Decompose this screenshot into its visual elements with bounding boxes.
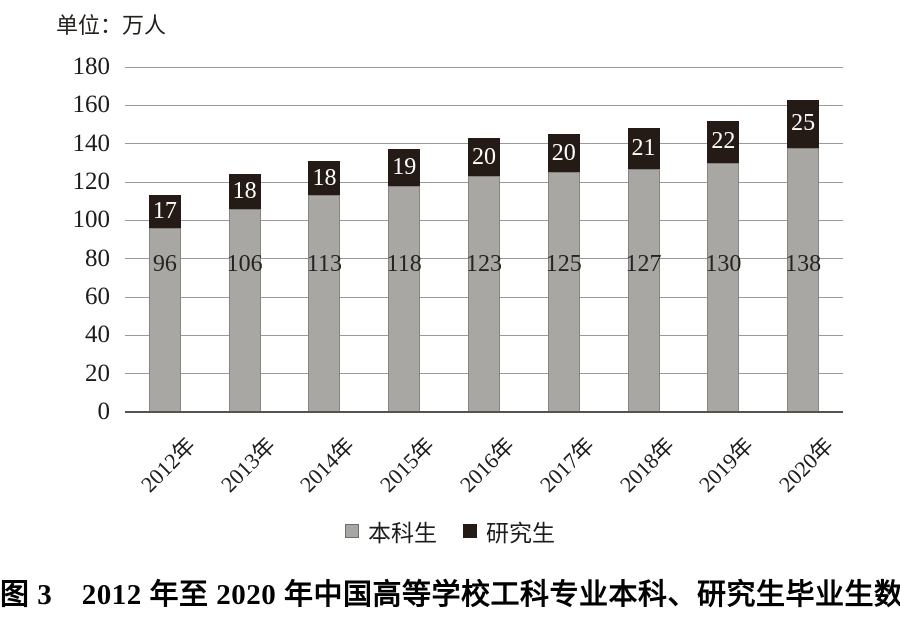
legend-item-grad: 研究生 (463, 514, 555, 548)
bar-value-grad: 20 (551, 139, 576, 166)
y-tick-label: 100 (72, 206, 111, 234)
legend-label-undergrad: 本科生 (368, 521, 437, 546)
bar-value-grad: 18 (232, 178, 257, 205)
y-tick-label: 140 (72, 129, 111, 157)
bar-segment-undergrad: 106 (226, 208, 263, 412)
legend-item-undergrad: 本科生 (345, 514, 437, 548)
legend-label-grad: 研究生 (486, 521, 555, 546)
bar-segment-undergrad: 123 (466, 176, 502, 412)
bar-value-undergrad: 118 (386, 251, 422, 277)
bar-value-grad: 17 (152, 198, 177, 225)
bar-segment-grad: 17 (148, 195, 181, 228)
bar-value-undergrad: 130 (705, 251, 742, 277)
bar-segment-grad: 20 (547, 134, 580, 173)
bar-segment-grad: 19 (388, 149, 421, 186)
gridline (125, 104, 843, 106)
legend-swatch-grad-icon (463, 524, 477, 538)
bar-value-undergrad: 123 (466, 251, 502, 277)
y-tick-label: 20 (85, 359, 110, 387)
x-tick-label: 2019年 (694, 432, 759, 497)
bar-segment-undergrad: 138 (785, 147, 822, 412)
y-tick-label: 80 (85, 244, 110, 272)
bar-segment-undergrad: 127 (625, 168, 662, 412)
bar-segment-undergrad: 96 (148, 228, 181, 412)
y-tick-label: 180 (72, 53, 111, 80)
legend: 本科生 研究生 (0, 514, 900, 548)
x-tick-label: 2013年 (215, 432, 280, 497)
bar-value-grad: 18 (312, 164, 337, 191)
unit-label: 单位：万人 (56, 13, 167, 38)
bar-value-grad: 19 (392, 154, 417, 181)
bar-segment-undergrad: 118 (386, 185, 422, 412)
bar-segment-grad: 18 (228, 174, 261, 209)
x-axis-line (125, 411, 843, 413)
y-tick-label: 160 (72, 91, 111, 119)
x-tick-label: 2012年 (135, 432, 201, 497)
y-tick-label: 0 (97, 398, 111, 425)
y-tick-label: 120 (72, 168, 111, 195)
legend-swatch-undergrad-icon (345, 524, 359, 538)
bar-value-grad: 25 (791, 110, 816, 137)
x-tick-label: 2014年 (295, 432, 360, 497)
bar-segment-undergrad: 125 (545, 172, 582, 412)
bar-value-grad: 22 (711, 128, 736, 155)
bar-value-undergrad: 125 (545, 251, 582, 277)
bar-segment-grad: 25 (787, 99, 820, 148)
bar-value-undergrad: 127 (625, 251, 662, 277)
plot-area: 0 20 40 60 80 100 120 140 160 180 96 17 2012年 106 18 20… (73, 54, 843, 497)
gridline (125, 66, 843, 68)
x-tick-label: 2016年 (454, 432, 520, 497)
bar-value-undergrad: 113 (306, 251, 342, 277)
bar-segment-undergrad: 113 (306, 195, 342, 412)
bar-value-grad: 20 (472, 143, 496, 170)
bar-value-undergrad: 106 (226, 251, 263, 277)
bar-segment-grad: 20 (468, 137, 500, 177)
x-tick-label: 2018年 (614, 432, 679, 497)
y-tick-label: 60 (85, 283, 110, 310)
x-tick-label: 2020年 (773, 432, 839, 497)
bar-value-grad: 21 (631, 134, 656, 161)
y-tick-label: 40 (85, 321, 110, 349)
bar-segment-grad: 18 (308, 160, 341, 196)
x-tick-label: 2017年 (534, 432, 599, 497)
bar-segment-grad: 22 (707, 120, 740, 163)
x-tick-label: 2015年 (375, 432, 440, 497)
bar-segment-grad: 21 (627, 128, 660, 169)
figure-caption: 图 3 2012 年至 2020 年中国高等学校工科专业本科、研究生毕业生数 (0, 579, 900, 611)
bar-value-undergrad: 138 (785, 251, 822, 277)
bar-value-undergrad: 96 (152, 251, 177, 277)
bar-segment-undergrad: 130 (705, 162, 742, 412)
